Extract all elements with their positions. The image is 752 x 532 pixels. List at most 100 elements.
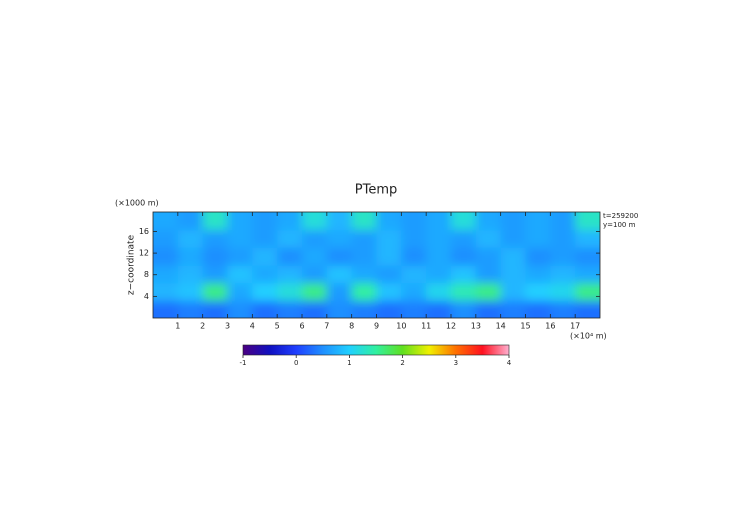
x-tick-label: 1 bbox=[175, 322, 180, 331]
heat-cell bbox=[202, 264, 228, 284]
x-tick-label: 3 bbox=[225, 322, 230, 331]
heat-cell bbox=[326, 264, 353, 284]
heat-cell bbox=[227, 282, 253, 301]
x-tick-label: 13 bbox=[471, 322, 481, 331]
heat-cell bbox=[302, 282, 328, 301]
heat-cell bbox=[500, 247, 526, 266]
heat-cell bbox=[177, 247, 204, 266]
heat-cell bbox=[426, 264, 452, 284]
heat-cell bbox=[575, 247, 600, 266]
heat-cell bbox=[252, 212, 278, 231]
heat-cell bbox=[177, 264, 204, 284]
y-tick-label: 16 bbox=[139, 227, 149, 236]
heat-cell bbox=[475, 264, 502, 284]
heat-cell bbox=[475, 212, 502, 231]
heat-cell bbox=[401, 247, 427, 266]
heat-cell bbox=[525, 229, 551, 248]
heat-cell bbox=[550, 282, 576, 301]
heat-cell bbox=[451, 247, 477, 266]
heat-cell bbox=[227, 247, 253, 266]
y-tick-label: 8 bbox=[144, 270, 149, 279]
heat-cell bbox=[376, 300, 402, 318]
heat-cell bbox=[153, 229, 179, 248]
heat-cell bbox=[177, 212, 204, 231]
heat-cell bbox=[376, 247, 402, 266]
heat-cell bbox=[302, 229, 328, 248]
heat-cell bbox=[326, 212, 353, 231]
colorbar-tick-label: -1 bbox=[240, 359, 247, 367]
heat-cell bbox=[550, 229, 576, 248]
heat-cell bbox=[475, 247, 502, 266]
heat-cell bbox=[575, 282, 600, 301]
heat-cell bbox=[153, 247, 179, 266]
colorbar-tick-label: 3 bbox=[454, 359, 458, 367]
heat-cell bbox=[227, 212, 253, 231]
heat-cell bbox=[525, 282, 551, 301]
heat-cell bbox=[500, 282, 526, 301]
heat-cell bbox=[227, 264, 253, 284]
heat-cell bbox=[277, 212, 303, 231]
heat-cell bbox=[351, 212, 377, 231]
heat-cell bbox=[426, 229, 452, 248]
heat-cell bbox=[575, 229, 600, 248]
x-tick-label: 6 bbox=[299, 322, 304, 331]
colorbar-tick-label: 0 bbox=[294, 359, 298, 367]
x-tick-label: 15 bbox=[520, 322, 530, 331]
colorbar-tick-label: 4 bbox=[507, 359, 512, 367]
heat-cell bbox=[426, 300, 452, 318]
heat-cell bbox=[575, 264, 600, 284]
heat-cell bbox=[525, 247, 551, 266]
heat-cell bbox=[202, 212, 228, 231]
x-tick-label: 12 bbox=[446, 322, 456, 331]
x-tick-label: 2 bbox=[200, 322, 205, 331]
heat-cell bbox=[302, 247, 328, 266]
y-axis-label: z−coordinate bbox=[127, 234, 137, 295]
heat-cell bbox=[277, 264, 303, 284]
colorbar bbox=[242, 344, 510, 356]
heat-cell bbox=[550, 300, 576, 318]
heat-cell bbox=[525, 212, 551, 231]
heat-cell bbox=[153, 282, 179, 301]
x-tick-label: 9 bbox=[374, 322, 379, 331]
heat-cell bbox=[376, 264, 402, 284]
heat-cell bbox=[227, 229, 253, 248]
heat-cell bbox=[401, 229, 427, 248]
heat-cell bbox=[550, 212, 576, 231]
chart-title: PTemp bbox=[355, 183, 398, 198]
heat-cell bbox=[302, 300, 328, 318]
heat-cell bbox=[153, 300, 179, 318]
heat-cell bbox=[550, 247, 576, 266]
heat-cell bbox=[550, 264, 576, 284]
colorbar-tick-label: 1 bbox=[347, 359, 351, 367]
heat-cell bbox=[202, 300, 228, 318]
heat-cell bbox=[177, 282, 204, 301]
heat-cell bbox=[426, 212, 452, 231]
heat-cell bbox=[376, 282, 402, 301]
heat-cell bbox=[277, 300, 303, 318]
heat-cell bbox=[376, 229, 402, 248]
heat-cell bbox=[202, 229, 228, 248]
heat-cell bbox=[500, 300, 526, 318]
heat-cell bbox=[376, 212, 402, 231]
heat-cell bbox=[302, 212, 328, 231]
heat-cell bbox=[252, 264, 278, 284]
x-axis-label: (×10⁴ m) bbox=[570, 332, 607, 341]
heat-cell bbox=[401, 264, 427, 284]
annotation: t=259200 bbox=[603, 212, 638, 220]
y-tick-label: 4 bbox=[144, 292, 149, 301]
heat-cell bbox=[252, 247, 278, 266]
heat-cell bbox=[351, 264, 377, 284]
heat-cell bbox=[451, 212, 477, 231]
heat-cell bbox=[351, 229, 377, 248]
heat-cell bbox=[401, 212, 427, 231]
y-unit-label: (×1000 m) bbox=[115, 199, 159, 208]
heat-cell bbox=[277, 229, 303, 248]
x-tick-label: 7 bbox=[324, 322, 329, 331]
heat-cell bbox=[451, 229, 477, 248]
y-tick-label: 12 bbox=[139, 249, 149, 258]
heat-cell bbox=[177, 229, 204, 248]
heat-cell bbox=[500, 264, 526, 284]
x-tick-label: 10 bbox=[396, 322, 406, 331]
x-tick-label: 11 bbox=[421, 322, 431, 331]
